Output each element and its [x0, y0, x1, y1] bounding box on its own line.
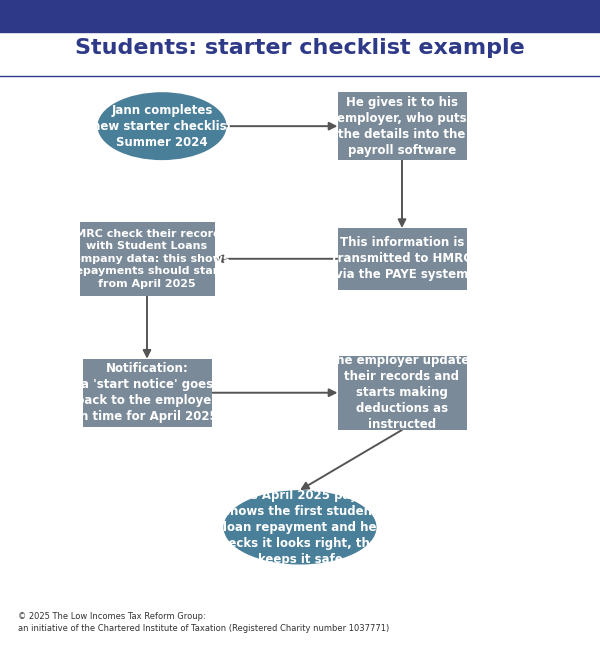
- Text: Students: starter checklist example: Students: starter checklist example: [75, 38, 525, 58]
- Text: The employer updates
their records and
starts making
deductions as
instructed: The employer updates their records and s…: [328, 354, 476, 432]
- FancyBboxPatch shape: [337, 228, 467, 290]
- Text: Notification:
a 'start notice' goes
back to the employer
in time for April 2025: Notification: a 'start notice' goes back…: [76, 362, 218, 423]
- Text: Jann completes
new starter checklist
Summer 2024: Jann completes new starter checklist Sum…: [92, 104, 232, 149]
- Text: HMRC check their records
with Student Loans
Company data: this shows
repayments : HMRC check their records with Student Lo…: [65, 229, 229, 289]
- Text: This information is
transmitted to HMRC
via the PAYE system: This information is transmitted to HMRC …: [332, 236, 472, 281]
- Text: He gives it to his
employer, who puts
the details into the
payroll software: He gives it to his employer, who puts th…: [337, 96, 467, 157]
- Text: Jann's April 2025 payslip
shows the first student
loan repayment and he
checks i: Jann's April 2025 payslip shows the firs…: [214, 488, 386, 566]
- Bar: [0, 0, 600, 31]
- Text: © 2025 The Low Incomes Tax Reform Group:
an initiative of the Chartered Institut: © 2025 The Low Incomes Tax Reform Group:…: [18, 612, 389, 633]
- Ellipse shape: [223, 490, 377, 564]
- Ellipse shape: [97, 92, 227, 160]
- FancyBboxPatch shape: [79, 221, 215, 296]
- FancyBboxPatch shape: [83, 358, 212, 427]
- FancyBboxPatch shape: [337, 356, 467, 430]
- FancyBboxPatch shape: [337, 92, 467, 160]
